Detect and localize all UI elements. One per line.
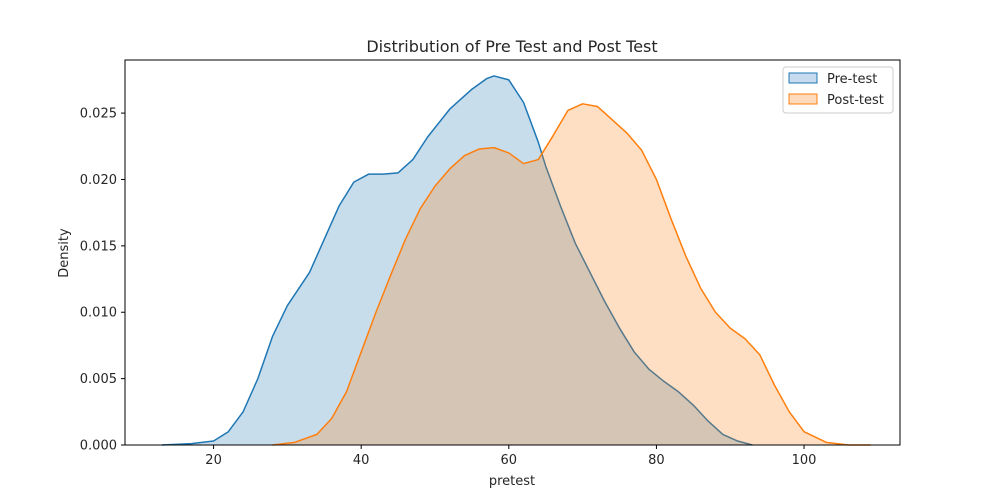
plot-area	[124, 59, 901, 446]
y-tick-label: 0.000	[80, 439, 117, 454]
y-tick-label: 0.015	[80, 239, 117, 254]
area-pre-test	[161, 75, 753, 446]
line-post-test	[272, 103, 871, 446]
y-axis-label: Density	[57, 228, 72, 278]
area-post-test	[272, 103, 871, 445]
chart-title: Distribution of Pre Test and Post Test	[366, 37, 657, 56]
x-tick-label: 20	[205, 453, 222, 468]
y-tick-label: 0.020	[80, 173, 117, 188]
y-tick-label: 0.025	[80, 107, 117, 122]
x-axis-label: pretest	[489, 474, 535, 489]
legend-swatch-post-test	[788, 93, 818, 105]
legend: Pre-test Post-test	[782, 66, 894, 114]
x-tick-label: 100	[792, 453, 817, 468]
x-tick-label: 40	[353, 453, 370, 468]
plot-frame	[124, 59, 901, 446]
legend-swatch-pre-test	[788, 72, 818, 84]
x-tick-label: 80	[648, 453, 665, 468]
line-pre-test	[161, 75, 753, 446]
series-layer	[161, 75, 871, 446]
legend-label-pre-test: Pre-test	[827, 72, 877, 87]
y-axis: 0.000 0.005 0.010 0.015 0.020 0.025	[80, 107, 125, 454]
legend-label-post-test: Post-test	[827, 93, 884, 108]
y-tick-label: 0.010	[80, 306, 117, 321]
x-axis: 20 40 60 80 100	[205, 445, 816, 468]
x-tick-label: 60	[501, 453, 518, 468]
y-tick-label: 0.005	[80, 372, 117, 387]
